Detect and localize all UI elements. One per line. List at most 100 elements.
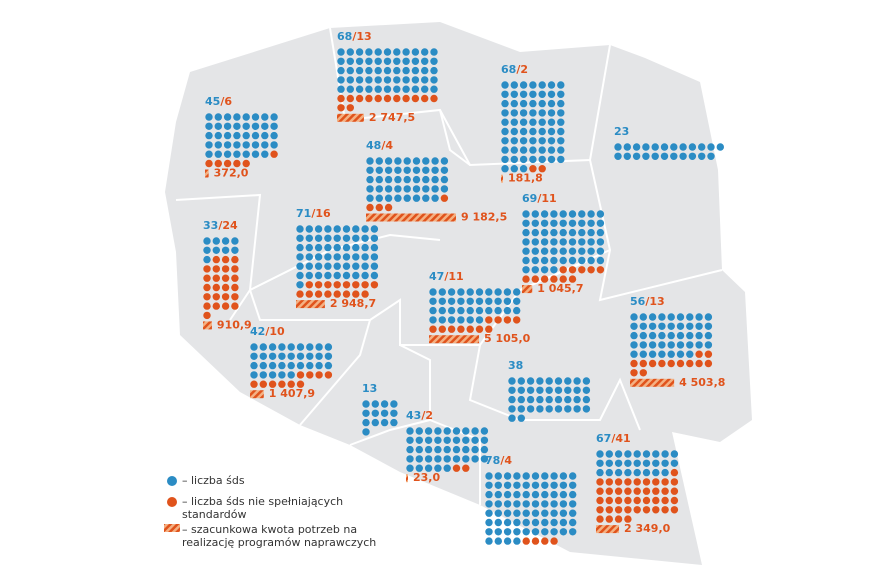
dot [383,48,392,56]
dot [402,85,410,93]
dot [403,175,411,184]
dot [559,219,567,227]
substandard-dots [296,281,379,298]
dot [667,331,675,340]
dot [550,238,558,246]
dot [578,238,586,246]
dot [352,281,360,289]
dot [559,509,568,517]
dot [531,247,539,255]
dot [384,203,393,212]
dot [550,210,558,218]
dot [522,509,530,517]
dot [587,219,595,227]
dot [688,143,697,151]
dot [278,343,286,351]
dot [494,490,502,499]
dot [366,157,374,165]
dot [568,266,577,274]
dot [704,331,713,340]
region: 45/6 372,0 [205,95,278,180]
dot [268,371,277,379]
dot [375,175,383,184]
dot [296,361,305,370]
dot [438,325,446,333]
dot [431,185,439,193]
legend-swatch [164,524,180,532]
dot [415,464,423,472]
dot [510,165,518,173]
dot [630,331,638,340]
total-dots [522,210,605,274]
dot [513,297,521,305]
dot [670,506,679,514]
dot [578,219,586,227]
dot [536,405,544,413]
dot [203,237,211,245]
dot [337,104,345,112]
total-dots [485,472,577,545]
dot [383,76,392,84]
dot [452,436,461,444]
dot [466,316,474,324]
dot [559,490,568,499]
dot [547,109,556,117]
dot [362,428,370,436]
dot [494,306,502,315]
total-label: 23 [614,125,629,138]
dot [462,436,470,444]
dot [508,414,516,422]
dot [508,377,516,385]
dot [466,306,474,315]
dot [550,266,558,274]
dot [605,478,613,486]
dot [510,137,518,145]
dot [403,194,411,202]
dot [205,131,213,140]
dot [471,445,479,454]
dot [642,459,651,467]
dot [221,283,230,292]
dot [614,515,623,523]
dot [287,371,295,379]
dot [333,225,341,233]
dot [203,293,211,301]
dot [540,238,549,246]
dot [371,400,379,408]
dot [314,290,323,298]
dot [475,306,484,315]
dot [221,255,230,264]
dot [652,496,660,505]
dot [559,528,568,536]
total-dots [366,157,449,202]
dot [324,225,332,233]
dot [412,157,421,165]
dot [374,57,382,65]
dot [415,445,423,454]
dot [582,395,591,404]
dot [517,377,525,385]
region: 56/13 4 503,8 [630,295,725,389]
dot [522,472,530,480]
dot [361,234,369,242]
dot [296,262,304,270]
dot [443,427,451,435]
dot [519,109,528,117]
dot [557,99,565,108]
dot [554,386,563,394]
dot [559,266,567,274]
dot [212,255,220,264]
dot [393,94,401,103]
dot [568,247,577,255]
region: 38 [508,359,591,422]
dot [538,99,546,108]
dot [568,256,577,265]
total-dots [203,237,239,264]
legend-text: – liczba śds nie spełniających [182,495,343,508]
total-dots [429,288,521,324]
dot [554,377,563,385]
dot [394,157,402,165]
legend-text: standardów [182,508,247,521]
dot [633,478,641,486]
dot [568,238,577,246]
